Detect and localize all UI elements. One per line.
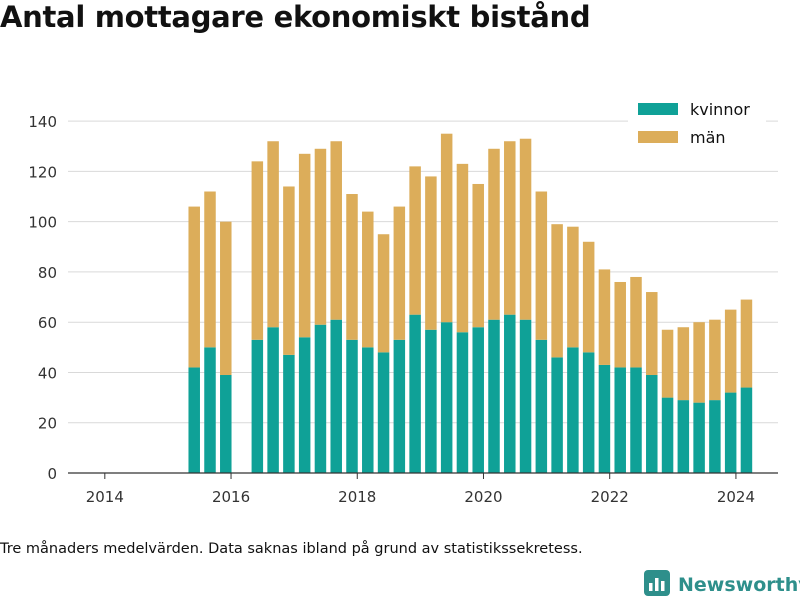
bar-man [661, 329, 674, 398]
bar-man [614, 281, 626, 368]
bar-man [472, 183, 484, 328]
bar-kvinnor [740, 387, 753, 473]
bar-kvinnor [188, 367, 200, 473]
brand-name: Newsworthy [678, 574, 800, 596]
bar-kvinnor [346, 339, 358, 473]
bar-man [582, 241, 595, 353]
bar-kvinnor [220, 374, 232, 473]
bar-kvinnor [661, 397, 674, 473]
bar-man [377, 234, 390, 353]
bar-kvinnor [535, 339, 548, 473]
bar-kvinnor [472, 327, 484, 473]
bar-kvinnor [630, 367, 642, 473]
newsworthy-brand[interactable]: Newsworthy [644, 570, 800, 600]
bar-kvinnor [298, 337, 311, 473]
legend-label-kvinnor: kvinnor [690, 100, 750, 119]
bar-man [330, 141, 342, 320]
bar-man [535, 191, 548, 340]
bar-kvinnor [314, 324, 327, 473]
bar-chart-logo-icon [644, 570, 670, 600]
bar-man [362, 211, 374, 348]
bar-man [693, 322, 705, 403]
bar-kvinnor [425, 329, 437, 473]
bar-man [504, 141, 516, 315]
x-tick-label: 2022 [591, 488, 629, 506]
bar-kvinnor [267, 327, 279, 473]
bar-man [488, 148, 500, 320]
x-tick-label: 2020 [464, 488, 502, 506]
y-tick-label: 40 [38, 364, 57, 382]
bar-kvinnor [567, 347, 579, 473]
bar-man [346, 194, 358, 340]
bar-man [724, 309, 737, 393]
bar-kvinnor [677, 400, 690, 473]
y-tick-label: 120 [28, 163, 57, 181]
bar-man [251, 161, 264, 340]
bar-man [456, 163, 469, 333]
bar-man [598, 269, 611, 365]
bar-kvinnor [488, 319, 500, 473]
bar-man [425, 176, 437, 330]
bar-man [740, 299, 753, 388]
bar-man [709, 319, 721, 401]
y-tick-label: 140 [28, 113, 57, 131]
bar-kvinnor [519, 319, 532, 473]
bar-man [567, 226, 579, 348]
y-tick-label: 0 [47, 465, 57, 483]
bar-kvinnor [251, 339, 264, 473]
bar-man [519, 138, 532, 320]
x-tick-label: 2014 [86, 488, 124, 506]
y-axis-ticks: 0 20 40 60 80 100 120 140 [28, 113, 57, 483]
bar-kvinnor [709, 400, 721, 473]
x-axis-ticks: 2014 2016 2018 2020 2022 2024 [86, 473, 755, 506]
bar-kvinnor [409, 314, 421, 473]
bar-kvinnor [393, 339, 406, 473]
legend-swatch-kvinnor [638, 103, 678, 115]
bar-man [551, 224, 563, 358]
bar-kvinnor [693, 402, 705, 473]
bar-kvinnor [283, 354, 295, 473]
bar-kvinnor [362, 347, 374, 473]
y-tick-label: 20 [38, 415, 57, 433]
bar-kvinnor [440, 322, 453, 473]
y-tick-label: 100 [28, 214, 57, 232]
bar-man [646, 292, 658, 375]
bar-man [204, 191, 216, 348]
bar-man [314, 148, 327, 325]
x-tick-label: 2018 [338, 488, 376, 506]
bars [188, 133, 753, 473]
bar-man [298, 153, 311, 338]
bar-man [440, 133, 453, 323]
y-tick-label: 80 [38, 264, 57, 282]
bar-kvinnor [551, 357, 563, 473]
bar-man [267, 141, 279, 328]
bar-kvinnor [598, 364, 611, 473]
legend: kvinnor män [628, 96, 766, 152]
bar-man [283, 186, 295, 355]
bar-kvinnor [582, 352, 595, 473]
bar-man [630, 276, 642, 368]
x-tick-label: 2024 [717, 488, 755, 506]
chart-title: Antal mottagare ekonomiskt bistånd [0, 0, 591, 34]
bar-kvinnor [377, 352, 390, 473]
x-tick-label: 2016 [212, 488, 250, 506]
y-tick-label: 60 [38, 314, 57, 332]
bar-kvinnor [646, 374, 658, 473]
bar-man [409, 166, 421, 315]
bar-kvinnor [614, 367, 626, 473]
bar-man [188, 206, 200, 368]
bar-kvinnor [724, 392, 737, 473]
footnote: Tre månaders medelvärden. Data saknas ib… [0, 541, 583, 557]
bar-kvinnor [456, 332, 469, 473]
legend-swatch-man [638, 131, 678, 143]
bar-man [393, 206, 406, 340]
bar-man [220, 221, 232, 375]
bar-kvinnor [504, 314, 516, 473]
bar-kvinnor [204, 347, 216, 473]
bar-man [677, 327, 690, 401]
legend-label-man: män [690, 128, 726, 147]
bar-kvinnor [330, 319, 342, 473]
